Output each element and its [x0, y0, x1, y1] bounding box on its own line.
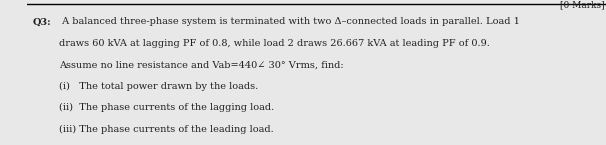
Text: (iii) The phase currents of the leading load.: (iii) The phase currents of the leading …: [59, 125, 274, 134]
Text: (i)   The total power drawn by the loads.: (i) The total power drawn by the loads.: [59, 82, 258, 91]
Text: Assume no line resistance and Vab=440∠ 30° Vrms, find:: Assume no line resistance and Vab=440∠ 3…: [59, 60, 344, 69]
Text: (ii)  The phase currents of the lagging load.: (ii) The phase currents of the lagging l…: [59, 103, 275, 112]
Text: A balanced three-phase system is terminated with two Δ–connected loads in parall: A balanced three-phase system is termina…: [59, 17, 520, 26]
Text: [0 Marks]: [0 Marks]: [560, 0, 605, 9]
Text: draws 60 kVA at lagging PF of 0.8, while load 2 draws 26.667 kVA at leading PF o: draws 60 kVA at lagging PF of 0.8, while…: [59, 39, 490, 48]
Text: Q3:: Q3:: [33, 17, 52, 26]
